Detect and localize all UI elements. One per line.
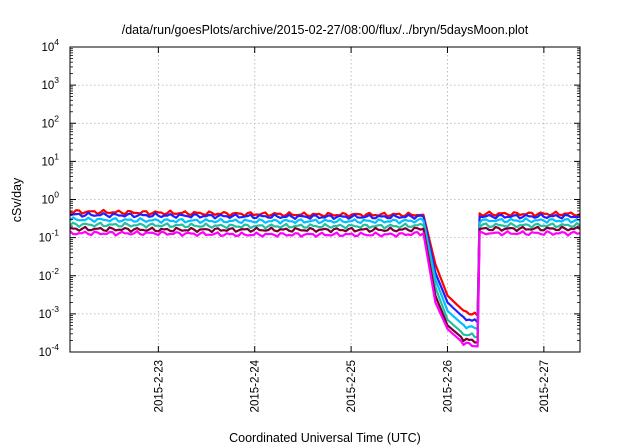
y-tick-label: 10-2 <box>39 266 60 283</box>
x-tick-label: 2015-2-27 <box>539 360 551 412</box>
y-tick-label: 101 <box>41 151 59 168</box>
y-tick-label: 100 <box>41 190 59 207</box>
x-tick-labels: 2015-2-23 2015-2-24 2015-2-25 2015-2-26 2015… <box>153 359 551 412</box>
flux-series-line <box>69 216 581 331</box>
flux-series-line <box>69 211 581 324</box>
y-tick-label: 10-4 <box>39 342 60 359</box>
y-tick-label: 10-1 <box>39 228 60 245</box>
x-tick-label: 2015-2-23 <box>153 360 165 412</box>
y-axis-label: cSv/day <box>10 177 24 222</box>
series-group <box>69 208 581 348</box>
y-tick-label: 103 <box>41 75 59 92</box>
flux-series-line <box>69 225 581 344</box>
x-tick-label: 2015-2-25 <box>346 360 358 412</box>
y-tick-label: 104 <box>41 37 59 54</box>
grid <box>70 47 580 352</box>
y-tick-label: 102 <box>41 113 59 130</box>
y-tick-labels: 10-4 10-3 10-2 10-1 100 101 102 103 104 <box>39 37 60 359</box>
plot-frame <box>69 46 581 353</box>
x-tick-label: 2015-2-24 <box>250 359 262 412</box>
flux-series-line <box>69 221 581 339</box>
y-tick-label: 10-3 <box>39 304 60 321</box>
flux-series-line <box>69 230 581 348</box>
chart-title: /data/run/goesPlots/archive/2015-02-27/0… <box>122 23 529 37</box>
x-tick-label: 2015-2-26 <box>442 360 454 412</box>
x-axis-label: Coordinated Universal Time (UTC) <box>229 431 421 445</box>
